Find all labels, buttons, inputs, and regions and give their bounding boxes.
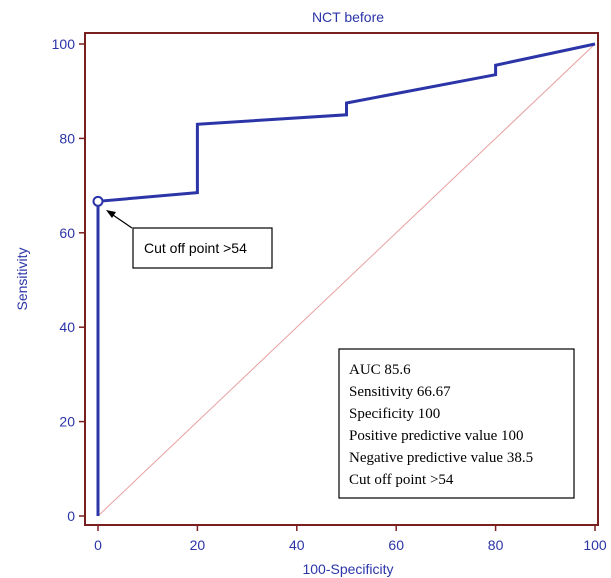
x-axis-label: 100-Specificity xyxy=(302,561,393,577)
stats-line: Cut off point >54 xyxy=(349,472,454,488)
y-tick-label: 60 xyxy=(59,225,75,241)
x-tick-label: 0 xyxy=(94,537,102,553)
x-tick-label: 40 xyxy=(289,537,305,553)
stats-line: Sensitivity 66.67 xyxy=(349,384,451,400)
annotation-text: Cut off point >54 xyxy=(144,240,247,256)
stats-line: Negative predictive value 38.5 xyxy=(349,450,533,466)
x-tick-label: 60 xyxy=(388,537,404,553)
stats-line: Positive predictive value 100 xyxy=(349,428,524,444)
roc-curve xyxy=(96,42,596,516)
y-tick-label: 40 xyxy=(59,319,75,335)
cutoff-marker xyxy=(92,195,104,207)
reference-line xyxy=(97,43,596,517)
stats-box: AUC 85.6 Sensitivity 66.67 Specificity 1… xyxy=(338,348,575,499)
cutoff-annotation: Cut off point >54 xyxy=(106,210,273,269)
y-tick-label: 100 xyxy=(52,36,76,52)
reference-diagonal xyxy=(97,43,596,517)
y-tick-label: 80 xyxy=(59,130,75,146)
cutoff-point xyxy=(92,195,104,207)
y-axis-ticks: 0 20 40 60 80 100 xyxy=(52,36,85,524)
y-tick-label: 0 xyxy=(67,508,75,524)
chart-title: NCT before xyxy=(312,9,384,25)
x-tick-label: 20 xyxy=(190,537,206,553)
annotation-arrowhead xyxy=(106,210,116,218)
roc-curve-line xyxy=(96,42,596,516)
x-axis-ticks: 0 20 40 60 80 100 xyxy=(94,525,607,553)
y-tick-label: 20 xyxy=(59,414,75,430)
annotation-box xyxy=(132,227,273,269)
stats-line: Specificity 100 xyxy=(349,406,440,422)
stats-box-frame xyxy=(338,348,575,499)
x-tick-label: 100 xyxy=(583,537,607,553)
x-tick-label: 80 xyxy=(488,537,504,553)
y-axis-label: Sensitivity xyxy=(14,247,30,310)
stats-line: AUC 85.6 xyxy=(349,362,411,378)
